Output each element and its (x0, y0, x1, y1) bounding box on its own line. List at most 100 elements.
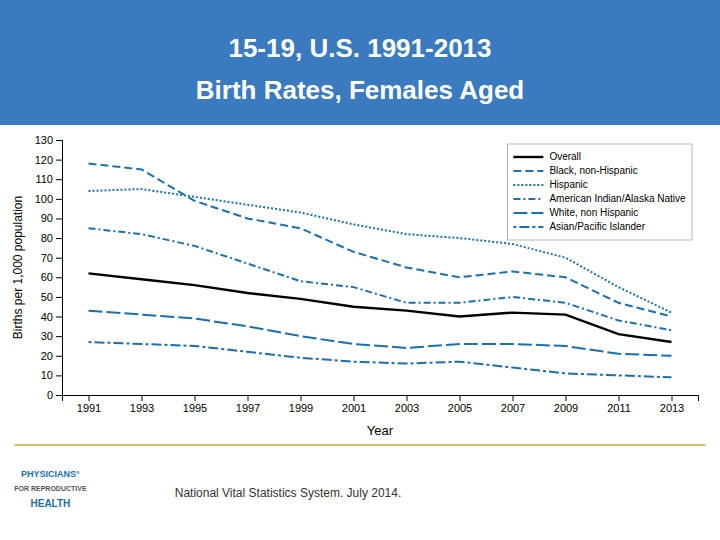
x-tick-label: 2007 (501, 402, 525, 414)
y-tick-mark (56, 218, 62, 219)
x-tick-label: 1997 (236, 402, 260, 414)
x-axis: 1991 1993 1995 1997 1999 2001 2003 2005 2007 2009… (63, 395, 699, 414)
y-tick-mark (56, 277, 62, 278)
x-tick-label: 1991 (77, 402, 101, 414)
legend-frame (507, 144, 692, 240)
legend-label: Asian/Pacific Islander (549, 221, 645, 232)
x-axis-line (63, 396, 699, 402)
legend-item: Hispanic (513, 179, 587, 190)
y-tick-label: 0 (47, 389, 53, 401)
legend-label: Overall (549, 151, 581, 162)
y-tick-label: 60 (41, 271, 53, 283)
y-tick-mark (56, 356, 62, 357)
y-tick-label: 120 (35, 154, 53, 166)
x-tick: 2003 (395, 395, 419, 414)
chart: 15-19, U.S. 1991-2013 Birth Rates, Female… (0, 0, 720, 540)
legend-swatch (513, 156, 543, 158)
y-axis-title: Births per 1,000 population (11, 196, 25, 339)
series-line (89, 273, 672, 342)
x-tick-mark (672, 395, 673, 401)
title-band (0, 0, 720, 125)
footer-line (14, 444, 705, 446)
y-tick-mark (56, 140, 62, 141)
y-tick: 130 (35, 134, 62, 146)
y-tick-label: 50 (41, 291, 53, 303)
title: 15-19, U.S. 1991-2013 (228, 33, 491, 63)
legend-label: Black, non-Hispanic (549, 165, 637, 176)
x-tick: 1999 (289, 395, 313, 414)
y-tick-mark (56, 238, 62, 239)
y-tick-label: 70 (41, 252, 53, 264)
y-tick: 30 (41, 330, 62, 342)
legend-swatch (513, 170, 543, 172)
x-tick: 2011 (607, 395, 631, 414)
legend-label: White, non Hispanic (549, 207, 638, 218)
y-tick: 110 (35, 173, 62, 185)
legend-swatch (513, 212, 543, 214)
x-tick: 1995 (183, 395, 207, 414)
x-tick-mark (619, 395, 620, 401)
y-tick-mark (56, 297, 62, 298)
legend-label: American Indian/Alaska Native (549, 193, 686, 204)
legend-item: Overall (513, 151, 581, 162)
x-tick-mark (566, 395, 567, 401)
series-line (89, 311, 672, 356)
x-tick-mark (248, 395, 249, 401)
x-tick: 2001 (342, 395, 366, 414)
series-line (89, 342, 672, 377)
y-tick: 10 (41, 369, 62, 381)
y-tick-mark (56, 395, 62, 396)
y-tick-label: 110 (35, 173, 53, 185)
x-tick: 2013 (660, 395, 684, 414)
x-tick-mark (354, 395, 355, 401)
legend-item: White, non Hispanic (513, 207, 638, 218)
y-tick-mark (56, 179, 62, 180)
x-axis-title: Year (367, 423, 394, 438)
x-tick-mark (142, 395, 143, 401)
logo-text: PHYSICIANS° (21, 469, 80, 479)
y-tick: 40 (41, 311, 62, 323)
legend-item: American Indian/Alaska Native (513, 193, 686, 204)
logo-text: FOR REPRODUCTIVE (14, 485, 87, 492)
x-tick: 2009 (554, 395, 578, 414)
y-tick: 120 (35, 154, 62, 166)
legend-item: Black, non-Hispanic (513, 165, 637, 176)
x-tick-label: 1993 (130, 402, 154, 414)
legend-swatch (513, 184, 543, 186)
legend-swatch (513, 198, 543, 200)
x-tick-mark (513, 395, 514, 401)
series-line (89, 228, 672, 330)
y-tick: 80 (41, 232, 62, 244)
x-tick-mark (301, 395, 302, 401)
x-tick-label: 2009 (554, 402, 578, 414)
y-tick-label: 130 (35, 134, 53, 146)
x-tick-mark (89, 395, 90, 401)
y-tick-label: 30 (41, 330, 53, 342)
y-tick-label: 90 (41, 212, 53, 224)
y-axis: 0102030405060708090100110120130 (35, 134, 63, 401)
x-tick-mark (407, 395, 408, 401)
y-tick: 50 (41, 291, 62, 303)
y-tick: 70 (41, 252, 62, 264)
y-tick: 0 (47, 389, 62, 401)
y-tick-mark (56, 199, 62, 200)
legend: Overall Black, non-Hispanic Hispanic Americ… (507, 144, 692, 240)
x-tick: 1997 (236, 395, 260, 414)
subtitle: Birth Rates, Females Aged (196, 75, 524, 105)
x-tick-label: 2005 (448, 402, 472, 414)
y-tick-label: 40 (41, 311, 53, 323)
x-tick: 2005 (448, 395, 472, 414)
y-tick-mark (56, 258, 62, 259)
y-tick: 100 (35, 193, 62, 205)
x-tick: 1993 (130, 395, 154, 414)
x-tick-label: 2011 (607, 402, 631, 414)
y-tick-mark (56, 336, 62, 337)
legend-item: Asian/Pacific Islander (513, 221, 645, 232)
legend-swatch (513, 226, 543, 228)
y-axis-line (56, 141, 63, 396)
x-tick: 1991 (77, 395, 101, 414)
logo-text: HEALTH (30, 498, 70, 509)
y-tick-mark (56, 317, 62, 318)
x-tick-mark (460, 395, 461, 401)
y-tick-label: 100 (35, 193, 53, 205)
